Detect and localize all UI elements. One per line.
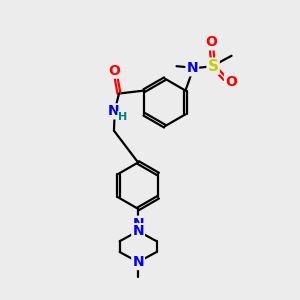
Text: N: N (187, 61, 198, 75)
Text: O: O (206, 35, 218, 50)
Text: N: N (132, 217, 144, 231)
Text: N: N (107, 104, 119, 118)
Text: O: O (225, 75, 237, 88)
Text: O: O (109, 64, 121, 78)
Text: H: H (118, 112, 128, 122)
Text: N: N (132, 224, 144, 238)
Text: N: N (132, 255, 144, 269)
Text: S: S (208, 59, 219, 74)
